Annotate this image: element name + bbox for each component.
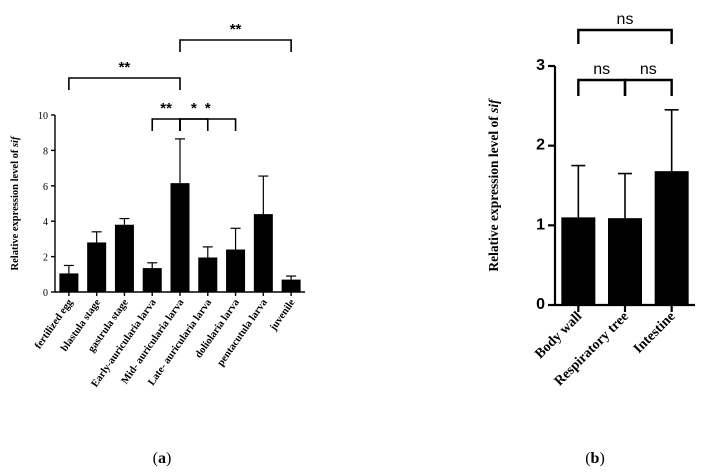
significance-bracket — [179, 118, 209, 131]
bar — [198, 257, 218, 292]
bar — [281, 279, 301, 292]
y-axis-label-gene: sif — [486, 98, 501, 114]
significance-label: * — [205, 100, 211, 117]
significance-label: ns — [617, 11, 634, 28]
y-axis-label: Relative expression level of sif — [10, 135, 21, 270]
bar — [59, 273, 79, 292]
significance-label: ns — [593, 61, 610, 78]
y-tick-label: 8 — [43, 146, 48, 157]
y-tick-label: 6 — [43, 182, 48, 193]
x-tick-label: Intestine — [631, 309, 678, 356]
significance-bracket — [179, 118, 237, 131]
bar — [253, 214, 273, 292]
significance-label: ns — [640, 61, 657, 78]
y-tick-label: 3 — [536, 57, 545, 74]
y-tick-label: 0 — [43, 288, 48, 299]
y-axis-label-text: Relative expression level of — [486, 113, 501, 272]
bar — [114, 224, 134, 292]
significance-bracket — [577, 28, 673, 44]
y-axis-label-gene: sif — [10, 135, 21, 148]
bar — [226, 249, 246, 292]
x-tick-label: juvenile — [268, 297, 298, 334]
bar — [142, 268, 162, 292]
panel-label: (b) — [585, 450, 605, 467]
significance-bracket — [151, 118, 181, 131]
significance-label: ** — [230, 21, 242, 38]
significance-bracket — [623, 78, 673, 96]
y-axis-label-text: Relative expression level of — [10, 147, 21, 270]
y-axis-label: Relative expression level of sif — [486, 98, 501, 272]
y-tick-label: 0 — [536, 296, 545, 313]
bar — [87, 242, 107, 292]
y-tick-label: 10 — [38, 111, 48, 122]
y-tick-label: 1 — [536, 216, 545, 233]
y-tick-label: 2 — [43, 253, 48, 264]
bar — [608, 218, 642, 305]
x-tick-label: pentacutula larva — [215, 297, 270, 369]
bar — [654, 171, 689, 305]
bar — [561, 217, 596, 305]
bar — [170, 183, 190, 292]
significance-bracket — [577, 78, 627, 96]
significance-label: ** — [160, 100, 172, 117]
significance-label: ** — [119, 59, 131, 76]
significance-label: * — [191, 100, 197, 117]
panel-label: (a) — [153, 450, 172, 467]
y-tick-label: 4 — [43, 217, 48, 228]
significance-bracket — [68, 77, 181, 90]
significance-bracket — [179, 39, 292, 52]
y-tick-label: 2 — [536, 137, 545, 154]
